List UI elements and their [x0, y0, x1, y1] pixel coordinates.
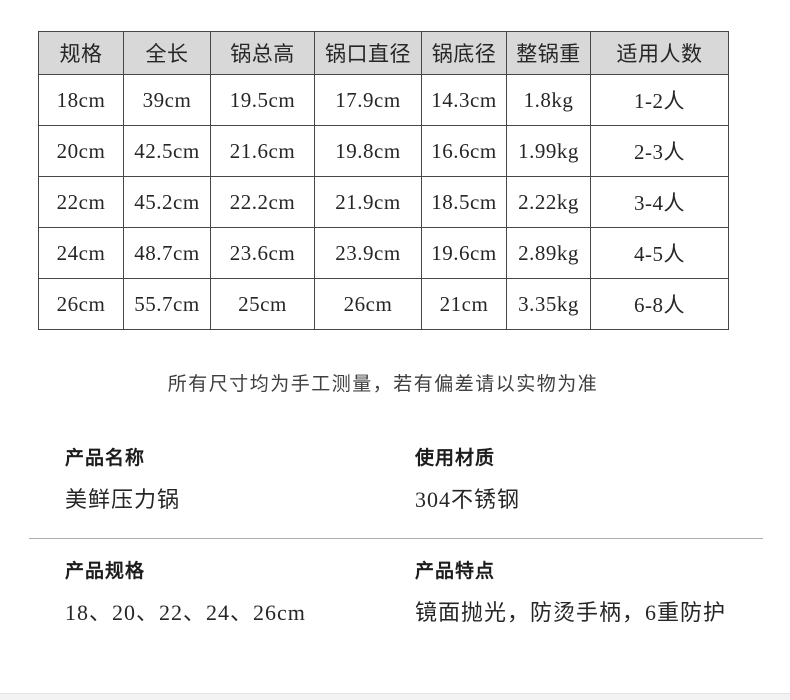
table-cell: 19.8cm	[314, 125, 422, 177]
table-cell: 21cm	[421, 278, 507, 330]
column-header-bottom-diameter: 锅底径	[421, 31, 507, 75]
column-header-total-length: 全长	[123, 31, 211, 75]
table-row: 18cm 39cm 19.5cm 17.9cm 14.3cm 1.8kg 1-2…	[38, 74, 729, 126]
spec-table: 规格 全长 锅总高 锅口直径 锅底径 整锅重 适用人数 18cm 39cm 19…	[38, 31, 729, 330]
table-cell: 22cm	[38, 176, 124, 228]
product-name-label: 产品名称	[65, 448, 146, 469]
column-header-spec: 规格	[38, 31, 124, 75]
product-spec-label: 产品规格	[65, 561, 146, 582]
features-label: 产品特点	[415, 561, 496, 582]
bottom-page-strip	[0, 693, 790, 700]
table-cell: 16.6cm	[421, 125, 507, 177]
table-cell: 19.5cm	[210, 74, 315, 126]
table-cell: 42.5cm	[123, 125, 211, 177]
table-cell: 55.7cm	[123, 278, 211, 330]
table-cell: 48.7cm	[123, 227, 211, 279]
table-cell: 2.22kg	[506, 176, 591, 228]
material-value: 304不锈钢	[415, 487, 521, 512]
table-row: 22cm 45.2cm 22.2cm 21.9cm 18.5cm 2.22kg …	[38, 176, 729, 228]
table-cell: 2-3人	[590, 125, 729, 177]
table-cell: 24cm	[38, 227, 124, 279]
table-cell: 1-2人	[590, 74, 729, 126]
table-cell: 6-8人	[590, 278, 729, 330]
table-cell: 25cm	[210, 278, 315, 330]
table-row: 24cm 48.7cm 23.6cm 23.9cm 19.6cm 2.89kg …	[38, 227, 729, 279]
column-header-weight: 整锅重	[506, 31, 591, 75]
product-name-value: 美鲜压力锅	[65, 487, 181, 512]
info-row-2: 产品规格 18、20、22、24、26cm 产品特点 镜面抛光，防烫手柄，6重防…	[65, 556, 790, 627]
table-cell: 19.6cm	[421, 227, 507, 279]
table-cell: 26cm	[314, 278, 422, 330]
info-row-1: 产品名称 美鲜压力锅 使用材质 304不锈钢	[65, 443, 790, 514]
info-block-product-name: 产品名称 美鲜压力锅	[65, 443, 415, 514]
table-cell: 21.6cm	[210, 125, 315, 177]
table-row: 20cm 42.5cm 21.6cm 19.8cm 16.6cm 1.99kg …	[38, 125, 729, 177]
table-cell: 3-4人	[590, 176, 729, 228]
product-spec-value: 18、20、22、24、26cm	[65, 600, 306, 625]
info-block-product-spec: 产品规格 18、20、22、24、26cm	[65, 556, 415, 627]
table-cell: 1.8kg	[506, 74, 591, 126]
table-cell: 20cm	[38, 125, 124, 177]
features-value: 镜面抛光，防烫手柄，6重防护	[415, 600, 727, 625]
table-cell: 21.9cm	[314, 176, 422, 228]
table-cell: 26cm	[38, 278, 124, 330]
table-cell: 17.9cm	[314, 74, 422, 126]
column-header-serving-size: 适用人数	[590, 31, 729, 75]
info-block-material: 使用材质 304不锈钢	[415, 443, 790, 514]
table-row: 26cm 55.7cm 25cm 26cm 21cm 3.35kg 6-8人	[38, 278, 729, 330]
table-cell: 18.5cm	[421, 176, 507, 228]
material-label: 使用材质	[415, 448, 496, 469]
table-cell: 45.2cm	[123, 176, 211, 228]
table-cell: 3.35kg	[506, 278, 591, 330]
table-cell: 23.6cm	[210, 227, 315, 279]
table-cell: 39cm	[123, 74, 211, 126]
table-cell: 14.3cm	[421, 74, 507, 126]
table-cell: 2.89kg	[506, 227, 591, 279]
table-cell: 22.2cm	[210, 176, 315, 228]
column-header-pot-height: 锅总高	[210, 31, 315, 75]
table-cell: 23.9cm	[314, 227, 422, 279]
measurement-note: 所有尺寸均为手工测量，若有偏差请以实物为准	[167, 374, 599, 395]
column-header-mouth-diameter: 锅口直径	[314, 31, 422, 75]
table-cell: 18cm	[38, 74, 124, 126]
table-header-row: 规格 全长 锅总高 锅口直径 锅底径 整锅重 适用人数	[38, 31, 729, 75]
table-cell: 4-5人	[590, 227, 729, 279]
info-block-features: 产品特点 镜面抛光，防烫手柄，6重防护	[415, 556, 790, 627]
table-cell: 1.99kg	[506, 125, 591, 177]
section-divider	[29, 538, 763, 539]
